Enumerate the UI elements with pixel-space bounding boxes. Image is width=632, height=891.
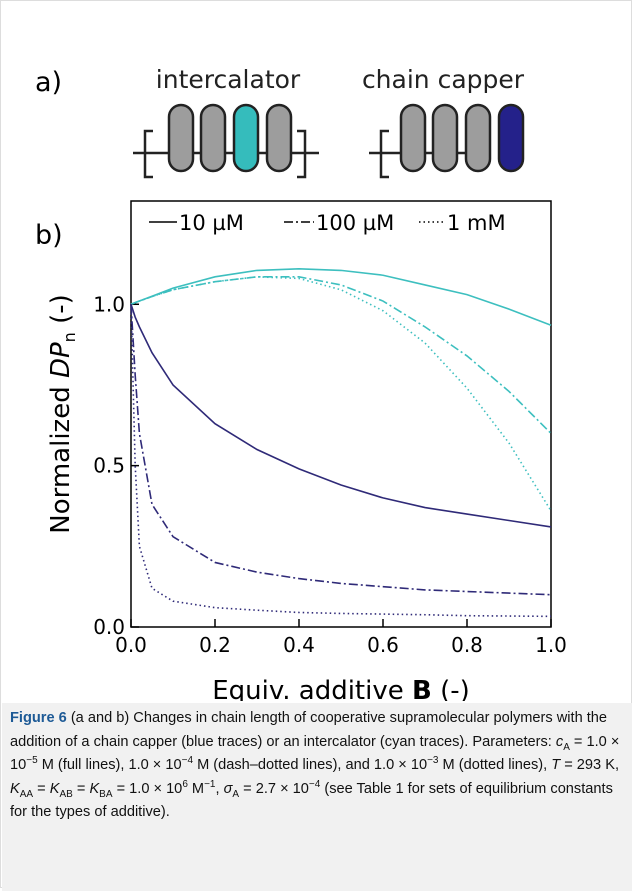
y-axis-label: Normalized DPn (-)	[46, 294, 79, 534]
intercalator-diagram	[133, 103, 319, 179]
series-line	[130, 304, 552, 618]
caption-text: =	[33, 780, 50, 797]
panel-label: a)	[35, 67, 62, 98]
caption-text: BA	[99, 788, 113, 800]
caption-text: σ	[223, 780, 233, 797]
x-tick-label: 0.0	[115, 633, 147, 657]
caption-text: Figure 6	[10, 710, 67, 726]
series-line	[130, 304, 552, 528]
legend-label: 10 µM	[179, 211, 244, 235]
series-line	[130, 276, 552, 512]
x-tick-label: 0.6	[367, 633, 399, 657]
x-tick-label: 0.2	[199, 633, 231, 657]
y-tick-label: 1.0	[93, 292, 125, 316]
y-tick-label: 0.5	[93, 454, 125, 478]
caption-text: = 2.7 × 10	[239, 780, 309, 797]
x-tick-label: 1.0	[535, 633, 567, 657]
caption-text: =	[72, 780, 90, 797]
caption-text: A	[232, 788, 240, 800]
caption-text: = 1.0 × 10	[10, 733, 620, 774]
caption-text: −1	[204, 778, 216, 790]
caption-text: 6	[182, 778, 188, 790]
caption-text: c	[555, 733, 564, 750]
caption-text: K	[89, 780, 100, 797]
caption-text: M (dotted lines),	[438, 757, 552, 773]
series-line	[130, 304, 552, 596]
caption-text: M (full lines), 1.0 × 10	[37, 757, 182, 773]
caption-text: = 293 K,	[560, 757, 619, 773]
legend-label: 1 mM	[447, 211, 506, 235]
x-tick-label: 0.8	[451, 633, 483, 657]
plot: 0.0 0.2 0.4 0.6 0.8 1.0 0.0 0.5 1.0 10 µM 100 µM 1 …	[93, 200, 567, 657]
caption-text: −4	[181, 755, 194, 767]
caption: Figure 6 (a and b) Changes in chain leng…	[2, 703, 632, 891]
caption-text: (a and b) Changes in chain length of coo…	[10, 710, 608, 750]
chain-capper-diagram	[369, 103, 525, 179]
caption-text: A	[563, 741, 570, 753]
caption-text: ,	[215, 780, 224, 797]
series-line	[130, 267, 552, 326]
y-tick-label: 0.0	[93, 615, 125, 639]
caption-text: −4	[308, 778, 321, 790]
caption-text: K	[10, 780, 20, 797]
caption-text: M	[187, 780, 205, 797]
caption-text: AA	[19, 788, 34, 800]
series-line	[130, 276, 552, 434]
figure-graphics: a) intercalator chain capper b) Equiv. a…	[35, 65, 567, 701]
plot-frame	[130, 200, 552, 628]
caption-text: K	[49, 780, 60, 797]
x-tick-label: 0.4	[283, 633, 315, 657]
x-axis-label: Equiv. additive B (-)	[212, 676, 470, 701]
caption-text: (see Table 1 for sets of equilibrium con…	[10, 780, 613, 821]
panel-label: b)	[35, 220, 63, 251]
caption-text: AB	[59, 788, 73, 800]
caption-text: T	[551, 757, 561, 773]
caption-text: −3	[427, 755, 439, 767]
diagram-title: chain capper	[362, 65, 525, 94]
caption-text: −5	[26, 755, 38, 767]
caption-text: M (dash–dotted lines), and 1.0 × 10	[193, 757, 428, 773]
diagram-title: intercalator	[156, 65, 301, 94]
legend-label: 100 µM	[316, 211, 394, 235]
caption-text: = 1.0 × 10	[112, 780, 183, 797]
